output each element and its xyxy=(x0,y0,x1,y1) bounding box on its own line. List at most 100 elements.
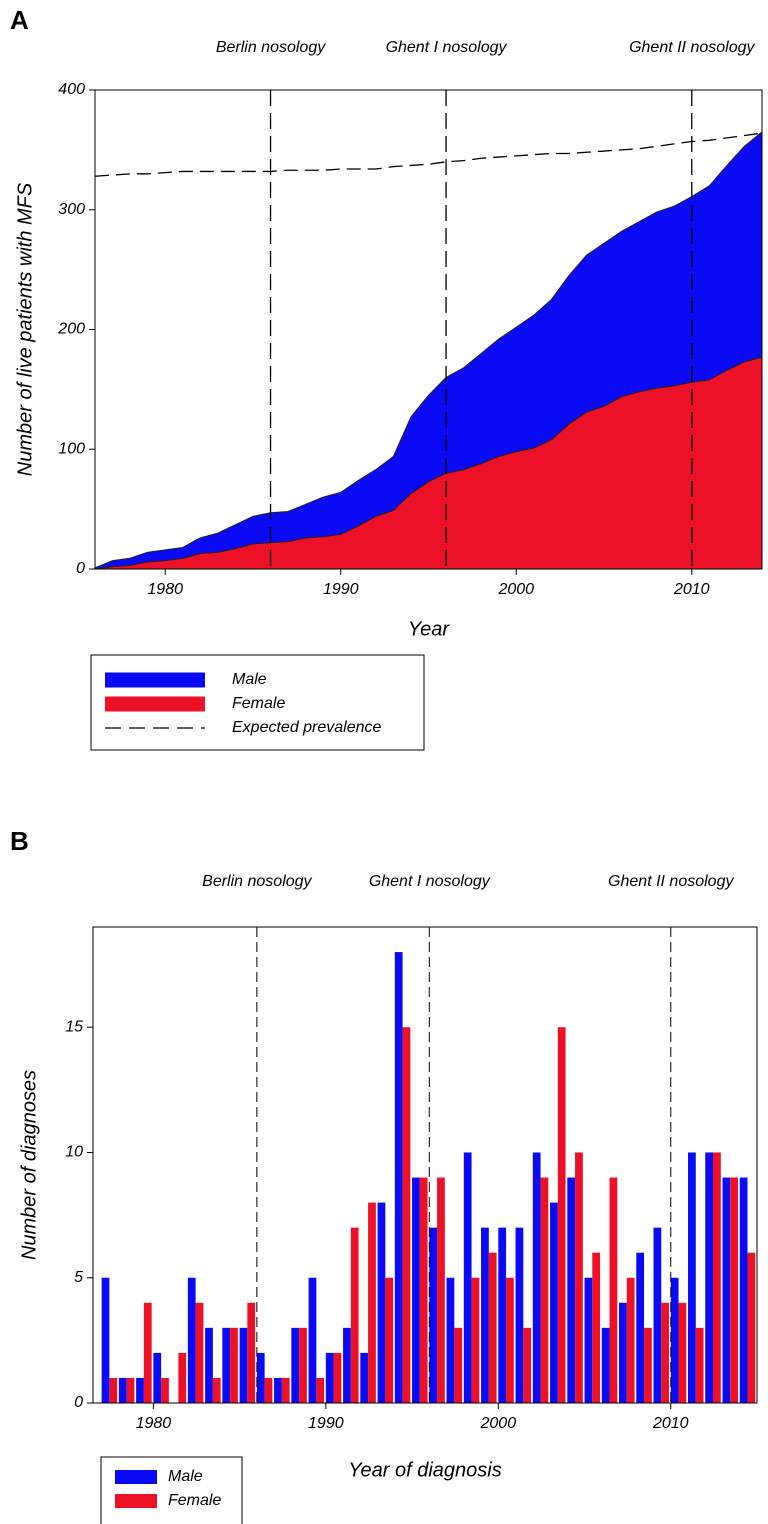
bar xyxy=(471,1277,480,1403)
bar xyxy=(343,1327,351,1403)
annotation: Ghent I nosology xyxy=(386,39,508,56)
bar xyxy=(368,1202,376,1403)
bar xyxy=(713,1152,721,1403)
bar xyxy=(212,1377,221,1403)
bar xyxy=(412,1177,420,1403)
y-tick-label: 400 xyxy=(58,81,85,98)
bar xyxy=(705,1152,714,1403)
x-tick-label: 1980 xyxy=(136,1415,172,1432)
legend-box xyxy=(100,1456,243,1524)
x-axis-title: Year xyxy=(408,618,450,640)
bar xyxy=(118,1377,127,1403)
y-tick-label: 200 xyxy=(57,321,85,338)
bar xyxy=(153,1352,162,1403)
bar xyxy=(575,1152,583,1403)
bar xyxy=(187,1277,196,1403)
bar xyxy=(281,1377,290,1403)
bar xyxy=(739,1177,748,1403)
bar xyxy=(515,1227,524,1403)
legend-swatch xyxy=(105,696,205,712)
bar xyxy=(463,1152,472,1403)
bar xyxy=(230,1327,238,1403)
panel-letter: B xyxy=(10,826,29,856)
bar xyxy=(316,1377,325,1403)
bar xyxy=(481,1227,489,1403)
bar xyxy=(540,1177,549,1403)
annotation: Ghent I nosology xyxy=(369,873,491,890)
annotation: Ghent II nosology xyxy=(608,873,734,890)
bar xyxy=(609,1177,618,1403)
panel-letter: A xyxy=(10,5,29,35)
x-tick-label: 1990 xyxy=(323,581,359,598)
bar xyxy=(619,1302,627,1403)
bar xyxy=(488,1252,497,1403)
legend-label: Expected prevalence xyxy=(232,719,382,736)
x-tick-label: 1980 xyxy=(147,581,183,598)
legend-swatch xyxy=(105,672,205,688)
bar xyxy=(161,1377,169,1403)
bar xyxy=(109,1377,118,1403)
y-tick-label: 10 xyxy=(65,1144,83,1161)
bar xyxy=(523,1327,532,1403)
bar xyxy=(498,1227,507,1403)
bar xyxy=(178,1352,187,1403)
bar xyxy=(454,1327,463,1403)
annotation: Berlin nosology xyxy=(216,39,326,56)
bar xyxy=(688,1152,696,1403)
bar xyxy=(291,1327,300,1403)
panel: Berlin nosology Ghent I nosology Ghent II … xyxy=(18,873,758,1524)
y-tick-label: 5 xyxy=(74,1269,83,1286)
x-axis-title: Year of diagnosis xyxy=(348,1459,501,1481)
bar xyxy=(308,1277,317,1403)
bar xyxy=(592,1252,601,1403)
bar xyxy=(557,1027,566,1403)
legend-swatch xyxy=(115,1470,157,1484)
bar xyxy=(446,1277,455,1403)
bar xyxy=(695,1327,704,1403)
bar xyxy=(550,1202,558,1403)
legend-label: Female xyxy=(168,1492,221,1509)
bar xyxy=(256,1352,265,1403)
y-tick-label: 15 xyxy=(65,1018,83,1035)
bar xyxy=(419,1177,428,1403)
bar xyxy=(385,1277,394,1403)
bar xyxy=(377,1202,386,1403)
bar xyxy=(325,1352,334,1403)
bar xyxy=(402,1027,411,1403)
bar xyxy=(747,1252,756,1403)
annotation: Ghent II nosology xyxy=(629,39,755,56)
y-tick-label: 0 xyxy=(74,1394,83,1411)
bar xyxy=(222,1327,231,1403)
line xyxy=(94,132,763,177)
x-tick-label: 2010 xyxy=(673,581,710,598)
bar xyxy=(567,1177,576,1403)
y-axis-title: Number of live patients with MFS xyxy=(14,182,36,476)
bar xyxy=(205,1327,213,1403)
bar xyxy=(626,1277,635,1403)
bar xyxy=(601,1327,610,1403)
y-tick-label: 0 xyxy=(76,560,85,577)
x-tick-label: 2000 xyxy=(497,581,534,598)
bar xyxy=(653,1227,662,1403)
x-tick-label: 2010 xyxy=(652,1415,689,1432)
bar xyxy=(730,1177,739,1403)
bar xyxy=(636,1252,645,1403)
bar xyxy=(350,1227,359,1403)
legend-label: Male xyxy=(168,1468,203,1485)
bar xyxy=(394,952,403,1403)
bar xyxy=(437,1177,445,1403)
bar xyxy=(247,1302,256,1403)
panel: Berlin nosology Ghent I nosology Ghent II … xyxy=(14,39,763,751)
bar xyxy=(101,1277,110,1403)
bar xyxy=(264,1377,273,1403)
bar xyxy=(532,1152,541,1403)
bar xyxy=(670,1277,679,1403)
bar xyxy=(333,1352,342,1403)
plot-frame xyxy=(92,926,758,1404)
bar xyxy=(722,1177,731,1403)
y-tick-label: 300 xyxy=(58,201,85,218)
bar xyxy=(143,1302,152,1403)
bar xyxy=(506,1277,514,1403)
bar xyxy=(429,1227,438,1403)
